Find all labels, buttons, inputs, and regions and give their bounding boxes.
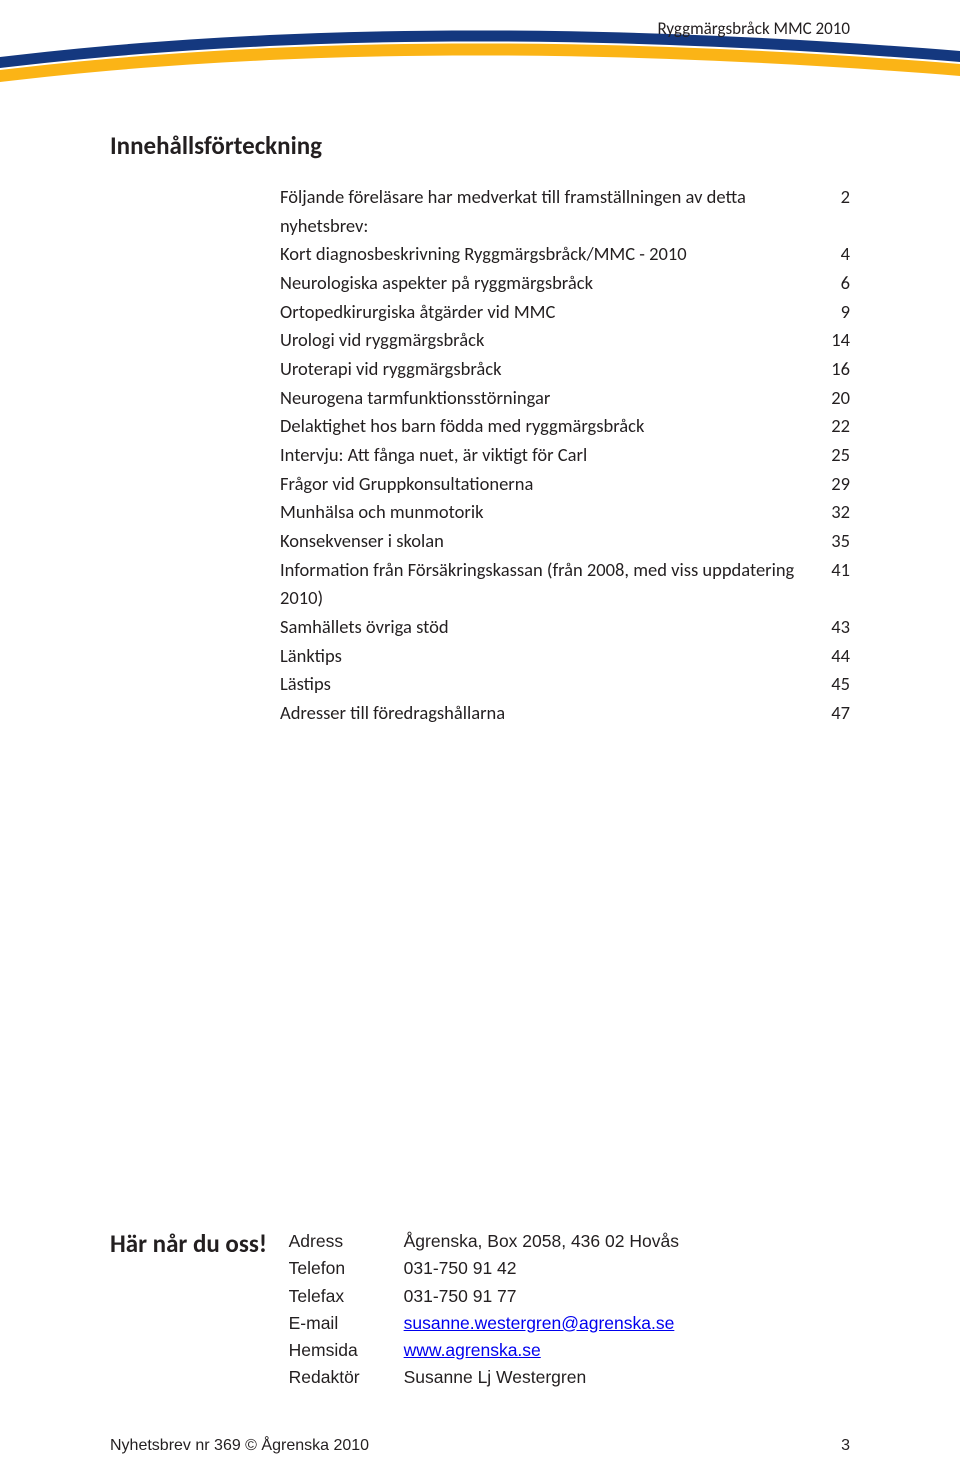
- toc-item-page: 20: [831, 384, 850, 413]
- toc-item-label: Länktips: [280, 642, 831, 671]
- toc-row: Delaktighet hos barn födda med ryggmärgs…: [280, 412, 850, 441]
- toc-item-page: 25: [831, 441, 850, 470]
- toc-heading: Innehållsförteckning: [110, 130, 850, 161]
- contact-value[interactable]: susanne.westergren@agrenska.se: [404, 1310, 675, 1337]
- footer-left: Nyhetsbrev nr 369 © Ågrenska 2010: [110, 1437, 369, 1455]
- page: Ryggmärgsbråck MMC 2010 Innehållsförteck…: [0, 0, 960, 1483]
- running-header: Ryggmärgsbråck MMC 2010: [657, 18, 850, 39]
- contact-heading: Här når du oss!: [110, 1228, 285, 1259]
- toc-item-page: 44: [831, 642, 850, 671]
- toc-item-label: Följande föreläsare har medverkat till f…: [280, 183, 841, 240]
- toc-item-label: Intervju: Att fånga nuet, är viktigt för…: [280, 441, 831, 470]
- contact-row: E-mailsusanne.westergren@agrenska.se: [289, 1310, 679, 1337]
- toc-item-page: 22: [831, 412, 850, 441]
- toc-item-label: Kort diagnosbeskrivning Ryggmärgsbråck/M…: [280, 240, 841, 269]
- toc-item-page: 45: [831, 670, 850, 699]
- toc-item-label: Konsekvenser i skolan: [280, 527, 831, 556]
- contact-key: Hemsida: [289, 1337, 404, 1364]
- header-swoosh: [0, 0, 960, 100]
- contact-table: AdressÅgrenska, Box 2058, 436 02 HovåsTe…: [289, 1228, 679, 1391]
- contact-value[interactable]: www.agrenska.se: [404, 1337, 541, 1364]
- toc-item-page: 43: [831, 613, 850, 642]
- contact-key: Telefax: [289, 1283, 404, 1310]
- contact-row: Telefax031-750 91 77: [289, 1283, 679, 1310]
- swoosh-yellow: [0, 43, 960, 82]
- contact-key: Adress: [289, 1228, 404, 1255]
- contact-row: Telefon031-750 91 42: [289, 1255, 679, 1282]
- toc-row: Neurologiska aspekter på ryggmärgsbråck6: [280, 269, 850, 298]
- toc-item-label: Munhälsa och munmotorik: [280, 498, 831, 527]
- contact-link[interactable]: www.agrenska.se: [404, 1340, 541, 1360]
- toc-row: Kort diagnosbeskrivning Ryggmärgsbråck/M…: [280, 240, 850, 269]
- toc-row: Munhälsa och munmotorik32: [280, 498, 850, 527]
- toc-row: Länktips44: [280, 642, 850, 671]
- contact-value: 031-750 91 42: [404, 1255, 517, 1282]
- toc-row: Ortopedkirurgiska åtgärder vid MMC9: [280, 298, 850, 327]
- toc-list: Följande föreläsare har medverkat till f…: [280, 183, 850, 728]
- toc-row: Följande föreläsare har medverkat till f…: [280, 183, 850, 240]
- contact-block: Här når du oss! AdressÅgrenska, Box 2058…: [110, 1228, 850, 1391]
- toc-item-page: 41: [831, 556, 850, 613]
- toc-item-page: 47: [831, 699, 850, 728]
- toc-row: Urologi vid ryggmärgsbråck14: [280, 326, 850, 355]
- toc-item-page: 2: [841, 183, 850, 240]
- content-area: Innehållsförteckning Följande föreläsare…: [110, 130, 850, 728]
- contact-value: Susanne Lj Westergren: [404, 1364, 587, 1391]
- toc-item-label: Neurogena tarmfunktionsstörningar: [280, 384, 831, 413]
- contact-row: AdressÅgrenska, Box 2058, 436 02 Hovås: [289, 1228, 679, 1255]
- toc-row: Samhällets övriga stöd43: [280, 613, 850, 642]
- toc-item-label: Delaktighet hos barn födda med ryggmärgs…: [280, 412, 831, 441]
- contact-key: Redaktör: [289, 1364, 404, 1391]
- toc-row: Konsekvenser i skolan35: [280, 527, 850, 556]
- page-footer: Nyhetsbrev nr 369 © Ågrenska 2010 3: [110, 1437, 850, 1455]
- toc-item-label: Adresser till föredragshållarna: [280, 699, 831, 728]
- toc-item-page: 29: [831, 470, 850, 499]
- toc-item-page: 4: [841, 240, 850, 269]
- contact-value: Ågrenska, Box 2058, 436 02 Hovås: [404, 1228, 679, 1255]
- toc-item-label: Lästips: [280, 670, 831, 699]
- toc-item-label: Samhällets övriga stöd: [280, 613, 831, 642]
- toc-item-page: 9: [841, 298, 850, 327]
- toc-item-page: 16: [831, 355, 850, 384]
- contact-key: Telefon: [289, 1255, 404, 1282]
- toc-item-label: Frågor vid Gruppkonsultationerna: [280, 470, 831, 499]
- toc-item-page: 14: [831, 326, 850, 355]
- toc-row: Adresser till föredragshållarna47: [280, 699, 850, 728]
- toc-item-label: Uroterapi vid ryggmärgsbråck: [280, 355, 831, 384]
- contact-row: Hemsidawww.agrenska.se: [289, 1337, 679, 1364]
- toc-row: Frågor vid Gruppkonsultationerna29: [280, 470, 850, 499]
- toc-row: Information från Försäkringskassan (från…: [280, 556, 850, 613]
- toc-item-page: 6: [841, 269, 850, 298]
- toc-row: Intervju: Att fånga nuet, är viktigt för…: [280, 441, 850, 470]
- toc-item-label: Neurologiska aspekter på ryggmärgsbråck: [280, 269, 841, 298]
- toc-row: Lästips45: [280, 670, 850, 699]
- contact-link[interactable]: susanne.westergren@agrenska.se: [404, 1313, 675, 1333]
- toc-row: Uroterapi vid ryggmärgsbråck16: [280, 355, 850, 384]
- toc-item-page: 32: [831, 498, 850, 527]
- contact-value: 031-750 91 77: [404, 1283, 517, 1310]
- toc-item-label: Urologi vid ryggmärgsbråck: [280, 326, 831, 355]
- toc-item-label: Ortopedkirurgiska åtgärder vid MMC: [280, 298, 841, 327]
- contact-row: RedaktörSusanne Lj Westergren: [289, 1364, 679, 1391]
- contact-key: E-mail: [289, 1310, 404, 1337]
- toc-item-label: Information från Försäkringskassan (från…: [280, 556, 831, 613]
- toc-row: Neurogena tarmfunktionsstörningar20: [280, 384, 850, 413]
- footer-page-number: 3: [841, 1437, 850, 1455]
- toc-item-page: 35: [831, 527, 850, 556]
